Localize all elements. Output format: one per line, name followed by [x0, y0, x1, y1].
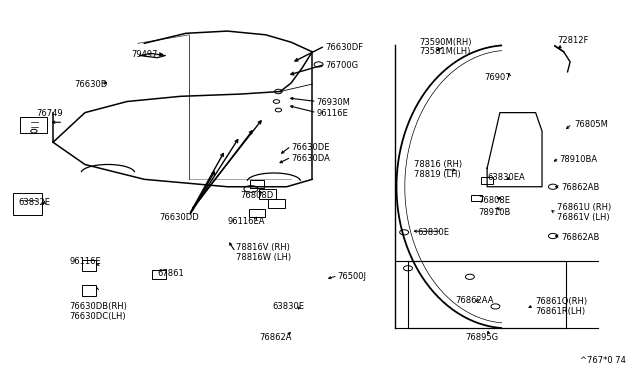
Text: 76930M: 76930M [317, 98, 351, 107]
Bar [82, 285, 96, 296]
Text: 78819 (LH): 78819 (LH) [414, 170, 461, 179]
Text: 76808E: 76808E [478, 196, 510, 205]
Text: 78816W (LH): 78816W (LH) [236, 253, 291, 262]
Text: 76630D: 76630D [74, 80, 108, 89]
Text: 76630DE: 76630DE [291, 142, 330, 151]
Polygon shape [140, 53, 165, 58]
Text: 76630DD: 76630DD [159, 213, 199, 222]
Text: 78816 (RH): 78816 (RH) [414, 160, 463, 169]
Text: 96116EA: 96116EA [227, 217, 265, 226]
Bar [20, 117, 47, 133]
Text: ^767*0 74: ^767*0 74 [580, 356, 626, 365]
Text: 63830E: 63830E [272, 302, 304, 311]
Text: 73590M(RH): 73590M(RH) [419, 38, 471, 47]
Bar [259, 189, 276, 199]
Text: 72812F: 72812F [557, 36, 589, 45]
Text: 76630DA: 76630DA [291, 154, 330, 163]
Text: 96116E: 96116E [70, 257, 101, 266]
Text: 96116E: 96116E [317, 109, 348, 118]
Text: 76862AA: 76862AA [455, 296, 493, 305]
Bar [470, 195, 482, 201]
Text: 79497: 79497 [132, 50, 158, 59]
Text: 76630DB(RH): 76630DB(RH) [70, 302, 127, 311]
Text: 76630DF: 76630DF [325, 42, 363, 51]
Text: 76805M: 76805M [574, 121, 608, 129]
Text: 78816V (RH): 78816V (RH) [236, 243, 289, 251]
Text: 76700G: 76700G [325, 61, 358, 70]
Text: 73581M(LH): 73581M(LH) [419, 47, 470, 56]
Text: 76500J: 76500J [338, 272, 367, 281]
Text: 76861V (LH): 76861V (LH) [557, 213, 610, 222]
Text: 63830E: 63830E [417, 228, 449, 237]
Bar [250, 180, 264, 188]
Bar [152, 270, 166, 279]
Bar [268, 199, 285, 208]
Text: 76861Q(RH): 76861Q(RH) [536, 297, 588, 306]
Text: 76862A: 76862A [259, 333, 292, 342]
Text: 76907: 76907 [484, 73, 511, 82]
Text: 76630DC(LH): 76630DC(LH) [70, 312, 126, 321]
Text: 78910BA: 78910BA [559, 155, 597, 164]
Bar [408, 261, 566, 328]
Text: 76808D: 76808D [240, 191, 273, 200]
Text: 78910B: 78910B [478, 208, 511, 217]
Text: 76862AB: 76862AB [561, 183, 600, 192]
Text: 76895G: 76895G [465, 333, 499, 342]
Bar [82, 260, 96, 271]
Text: 63832E: 63832E [19, 198, 51, 207]
Text: 76862AB: 76862AB [561, 232, 600, 242]
Text: 67861: 67861 [157, 269, 184, 278]
Text: 76749: 76749 [36, 109, 63, 118]
Text: 76861U (RH): 76861U (RH) [557, 203, 612, 212]
Bar [481, 177, 493, 184]
Bar [13, 193, 42, 215]
Text: 63830EA: 63830EA [487, 173, 525, 182]
Bar [250, 209, 266, 217]
Text: 76861R(LH): 76861R(LH) [536, 307, 586, 316]
